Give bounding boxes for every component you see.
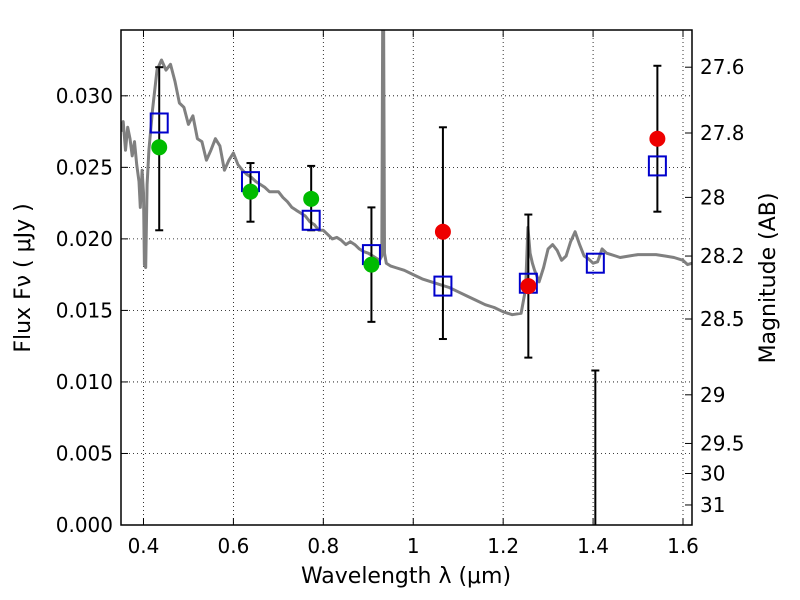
observed-point [363,256,380,273]
observed-point [520,278,537,295]
y2-tick-label: 31 [700,493,725,517]
y2-tick-label: 29 [700,383,725,407]
x-tick-label: 1.6 [667,534,699,558]
plot-frame [120,29,693,526]
model-point [433,275,453,297]
model-point [585,252,605,274]
y2-tick-label: 29.5 [700,431,745,455]
y2-axis-ticks: 27.6 27.8 28 28.2 28.5 29 29.5 30 31 [685,55,745,517]
observed-point [434,223,451,240]
model-point [647,155,667,177]
x-tick-label: 1.4 [577,534,609,558]
y2-tick-label: 28.2 [700,244,745,268]
x-tick-label: 0.4 [128,534,160,558]
x-axis-label: Wavelength λ (μm) [301,564,511,589]
y2-tick-label: 27.8 [700,121,745,145]
model-point [149,112,169,134]
x-tick-label: 0.8 [307,534,339,558]
model-spectrum [121,30,692,317]
y2-tick-label: 28.5 [700,307,745,331]
grid [121,30,692,526]
y-tick-label: 0.005 [56,441,113,465]
x-tick-label: 1 [407,534,420,558]
observed-point [151,139,168,156]
y-tick-label: 0.010 [56,370,113,394]
x-axis-ticks: 0.4 0.6 0.8 1 1.2 1.4 1.6 [128,30,699,558]
y-tick-label: 0.000 [56,513,113,537]
y2-axis-label: Magnitude (AB) [756,193,781,364]
y2-tick-label: 30 [700,461,725,485]
y-tick-label: 0.025 [56,155,113,179]
observed-points [151,130,666,295]
observed-point [242,183,259,200]
y2-tick-label: 27.6 [700,55,745,79]
x-tick-label: 1.2 [487,534,519,558]
model-point [301,209,321,231]
observed-point [303,190,320,207]
x-tick-label: 0.6 [217,534,249,558]
y-tick-label: 0.020 [56,227,113,251]
y-axis-ticks: 0.000 0.005 0.010 0.015 0.020 0.025 0.030 [56,84,128,537]
y-tick-label: 0.030 [56,84,113,108]
y2-tick-label: 28 [700,185,725,209]
y-tick-label: 0.015 [56,298,113,322]
y-axis-label: Flux Fν ( μJy ) [11,203,36,352]
observed-point [649,130,666,147]
model-spectrum-line [121,30,692,317]
